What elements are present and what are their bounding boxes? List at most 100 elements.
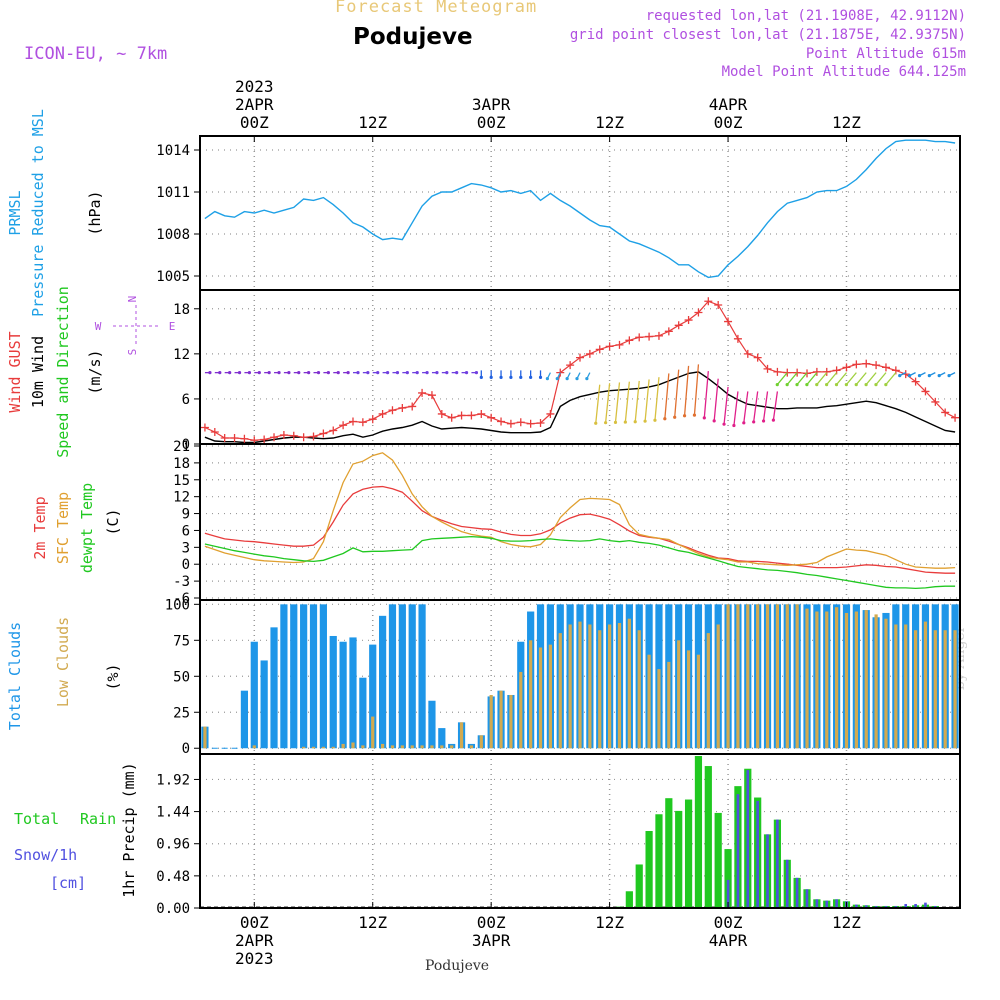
top-time-label: 00Z	[477, 113, 506, 132]
low-cloud-bar	[538, 647, 543, 749]
snow-bar	[864, 905, 868, 908]
low-clouds-label: Low Clouds	[54, 617, 72, 707]
top-time-label: 12Z	[832, 113, 861, 132]
total-cloud-bar	[378, 615, 387, 749]
wind-arrow-head	[673, 415, 677, 419]
y-tick-label: 1011	[156, 185, 190, 201]
gust-marker	[654, 331, 663, 340]
gust-line	[204, 300, 956, 441]
gust-marker	[812, 367, 821, 376]
low-cloud-bar	[302, 746, 306, 749]
low-cloud-bar	[252, 745, 256, 749]
wind-direction-arrow	[796, 372, 808, 386]
compass-w: W	[95, 320, 102, 333]
wind-direction-arrow	[634, 380, 640, 422]
low-cloud-bar	[440, 745, 444, 749]
temp-2m-label: 2m Temp	[31, 496, 49, 559]
y-tick-label: 50	[173, 669, 190, 685]
rain-bar	[635, 864, 643, 908]
gust-marker	[881, 363, 890, 372]
wind-label: 10m Wind	[29, 336, 47, 408]
bottom-time-label: 2023	[235, 949, 274, 968]
top-time-label: 2023	[235, 77, 274, 96]
gust-marker	[260, 435, 269, 444]
low-cloud-bar	[450, 745, 454, 749]
gust-marker	[457, 411, 466, 420]
snow-bar	[855, 904, 858, 908]
snow-bar	[736, 794, 740, 908]
low-cloud-bar	[203, 726, 207, 749]
low-cloud-bar	[341, 743, 345, 749]
wind-arrow-head	[455, 371, 459, 375]
wind-direction-arrow	[654, 377, 660, 421]
gust-marker	[576, 353, 584, 362]
temp-2m-line	[204, 485, 956, 574]
low-cloud-bar	[835, 607, 839, 749]
wind-direction-arrow	[703, 371, 709, 418]
wind-direction-arrow	[624, 381, 630, 423]
low-cloud-bar	[331, 746, 335, 749]
panel-frame	[199, 753, 961, 909]
wind-direction-arrow	[733, 391, 739, 426]
y-tick-label: 1008	[156, 227, 190, 243]
wind-arrow-head	[545, 377, 549, 381]
low-cloud-bar	[716, 624, 720, 749]
gust-marker	[625, 336, 634, 345]
gust-marker	[447, 413, 456, 422]
wind-arrow-head	[218, 371, 222, 375]
wind-arrow-head	[785, 383, 789, 387]
location-title: Podujeve	[353, 24, 473, 50]
wind-arrow-head	[565, 377, 569, 381]
model-label: ICON-EU, ~ 7km	[24, 44, 168, 64]
total-cloud-bar	[388, 604, 397, 749]
precip-unit: 1hr Precip (mm)	[120, 762, 138, 897]
rain-bar	[694, 756, 703, 908]
dewpoint-label: dewpt Temp	[78, 483, 96, 573]
bottom-time-label: 4APR	[709, 931, 748, 950]
wind-arrow-head	[316, 371, 321, 375]
wind-direction-arrow	[693, 364, 700, 416]
bottom-time-label: 00Z	[477, 913, 506, 932]
gridpoint-coords: grid point closest lon,lat (21.1875E, 42…	[569, 27, 966, 43]
low-cloud-bar	[815, 611, 819, 749]
total-cloud-bar	[329, 635, 337, 749]
total-cloud-bar	[359, 677, 367, 749]
wind-arrow-head	[805, 383, 809, 387]
low-cloud-bar	[321, 746, 325, 749]
wind-direction-arrow	[875, 372, 887, 386]
wind-direction-arrow	[723, 386, 729, 425]
wind-arrow-head	[815, 383, 819, 387]
wind-arrow-head	[538, 375, 543, 379]
y-tick-label: 1014	[156, 143, 190, 159]
y-tick-label: 21	[173, 439, 190, 455]
low-cloud-bar	[943, 630, 947, 749]
bottom-time-label: 00Z	[240, 913, 269, 932]
gust-marker	[487, 413, 496, 422]
gust-marker	[477, 409, 486, 418]
total-clouds-label: Total Clouds	[6, 622, 24, 730]
wind-arrow-head	[585, 377, 589, 381]
y-tick-label: 18	[173, 302, 190, 318]
top-time-label: 3APR	[472, 95, 511, 114]
top-time-label: 00Z	[714, 113, 743, 132]
model-altitude: Model Point Altitude 644.125m	[721, 64, 966, 80]
wind-direction-arrow	[664, 373, 670, 419]
gust-marker	[605, 342, 614, 351]
snow-bar	[776, 819, 779, 908]
low-cloud-bar	[765, 604, 770, 749]
total-cloud-bar	[428, 700, 436, 749]
low-cloud-bar	[696, 654, 701, 749]
compass-icon: N W E S	[95, 296, 176, 356]
low-cloud-bar	[617, 623, 622, 749]
sfc-temp-line	[204, 452, 956, 569]
wind-arrow-head	[464, 371, 469, 375]
wind-direction-arrow	[826, 372, 838, 386]
wind-arrow-head	[623, 420, 627, 424]
low-cloud-bar	[933, 630, 937, 749]
wind-arrow-head	[376, 371, 380, 375]
snow-bar	[904, 903, 908, 908]
snow-bar	[934, 905, 937, 908]
snow-bar	[815, 899, 819, 908]
wind-arrow-head	[435, 371, 439, 375]
wind-gust-label: Wind GUST	[6, 331, 24, 412]
